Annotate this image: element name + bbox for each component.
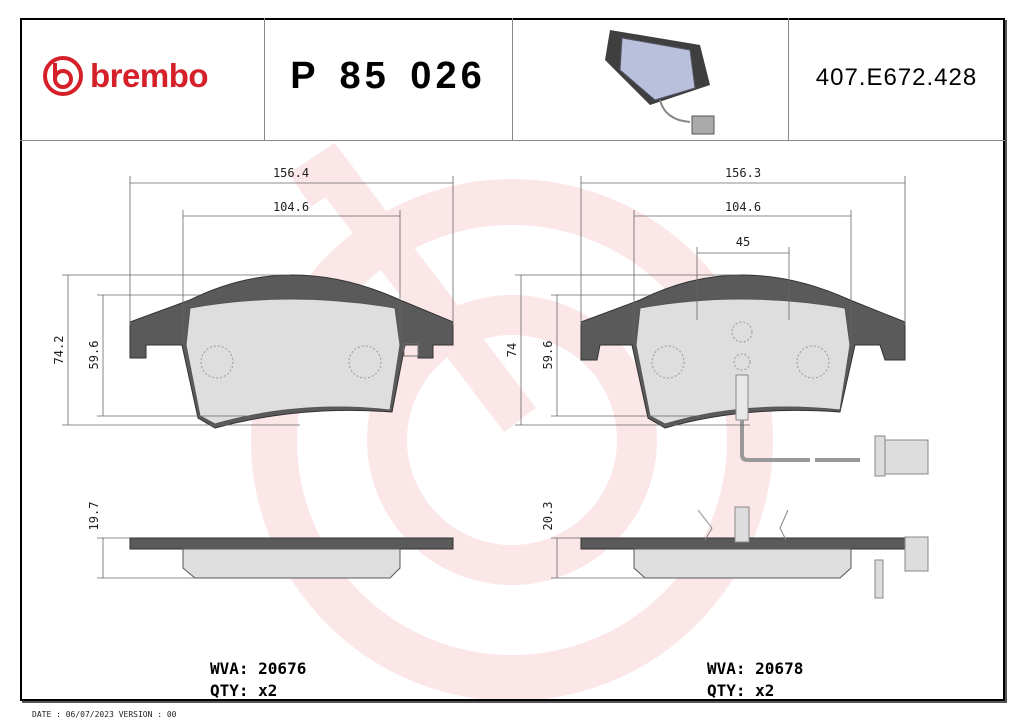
header-divider <box>264 18 265 141</box>
left-pad-dimensions <box>62 176 454 579</box>
dim-right-width-total: 156.3 <box>725 166 761 180</box>
dim-left-thickness: 19.7 <box>87 502 101 531</box>
product-thumbnail <box>605 30 715 135</box>
dim-left-width-total: 156.4 <box>273 166 309 180</box>
right-pad-side-view <box>580 506 929 599</box>
dim-left-height-inner: 59.6 <box>87 341 101 370</box>
left-pad-front-view <box>129 274 454 429</box>
right-qty: QTY: x2 <box>707 681 775 700</box>
dim-right-width-inner: 104.6 <box>725 200 761 214</box>
left-wva: WVA: 20676 <box>210 659 307 678</box>
footer-date-version: DATE : 06/07/2023 VERSION : 00 <box>32 710 177 719</box>
brembo-logo-icon <box>43 56 83 96</box>
dim-left-height-total: 74.2 <box>52 336 66 365</box>
article-number: 407.E672.428 <box>815 64 978 91</box>
header-divider <box>788 18 789 141</box>
brembo-logo: brembo <box>42 55 209 97</box>
dim-left-width-inner: 104.6 <box>273 200 309 214</box>
dim-right-thickness: 20.3 <box>541 502 555 531</box>
right-pad-dimensions <box>515 176 906 579</box>
dim-right-height-total: 74 <box>505 343 519 357</box>
left-qty: QTY: x2 <box>210 681 278 700</box>
header-divider <box>512 18 513 141</box>
dim-right-height-inner: 59.6 <box>541 341 555 370</box>
right-pad-front-view <box>580 274 929 477</box>
brembo-logo-watermark <box>251 142 773 701</box>
left-pad-side-view <box>129 537 454 579</box>
dim-right-sensor-spacing: 45 <box>736 235 750 249</box>
product-code: P 85 026 <box>290 55 486 97</box>
brand-name: brembo <box>90 57 209 94</box>
right-wva: WVA: 20678 <box>707 659 804 678</box>
